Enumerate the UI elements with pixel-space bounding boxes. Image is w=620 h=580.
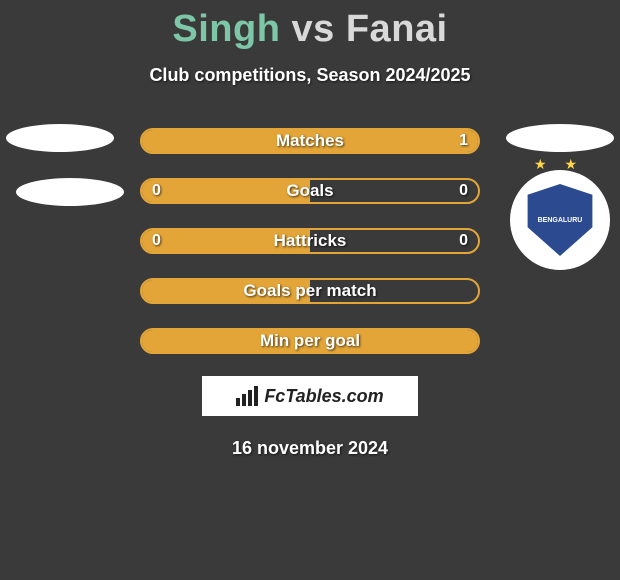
date-label: 16 november 2024 xyxy=(0,438,620,459)
subtitle: Club competitions, Season 2024/2025 xyxy=(0,65,620,86)
player1-name: Singh xyxy=(172,8,280,50)
team2-logo-placeholder xyxy=(506,124,614,152)
stat-left: 0 xyxy=(152,182,161,200)
vs-label: vs xyxy=(292,8,335,50)
badge-text: BENGALURU xyxy=(538,217,583,224)
stat-label: Goals per match xyxy=(243,281,376,301)
stat-label: Goals xyxy=(286,181,333,201)
bars-icon xyxy=(236,386,260,406)
stat-right: 0 xyxy=(459,232,468,250)
logo-text: FcTables.com xyxy=(264,386,383,407)
stat-right: 1 xyxy=(459,132,468,150)
badge-stars: ★★ xyxy=(525,156,595,173)
stat-right: 0 xyxy=(459,182,468,200)
stat-left: 0 xyxy=(152,232,161,250)
stat-row-gpm: Goals per match xyxy=(140,278,480,304)
stat-label: Min per goal xyxy=(260,331,360,351)
stat-row-matches: Matches 1 xyxy=(140,128,480,154)
team1-logo-placeholder xyxy=(6,124,114,152)
stat-row-hattricks: 0 Hattricks 0 xyxy=(140,228,480,254)
stat-label: Matches xyxy=(276,131,344,151)
stat-row-mpg: Min per goal xyxy=(140,328,480,354)
stat-label: Hattricks xyxy=(274,231,347,251)
stat-row-goals: 0 Goals 0 xyxy=(140,178,480,204)
fctables-logo: FcTables.com xyxy=(202,376,418,416)
team2-badge: ★★ BENGALURU xyxy=(510,170,610,270)
comparison-title: Singh vs Fanai xyxy=(0,0,620,51)
team1-logo-placeholder-2 xyxy=(16,178,124,206)
player2-name: Fanai xyxy=(346,8,448,50)
